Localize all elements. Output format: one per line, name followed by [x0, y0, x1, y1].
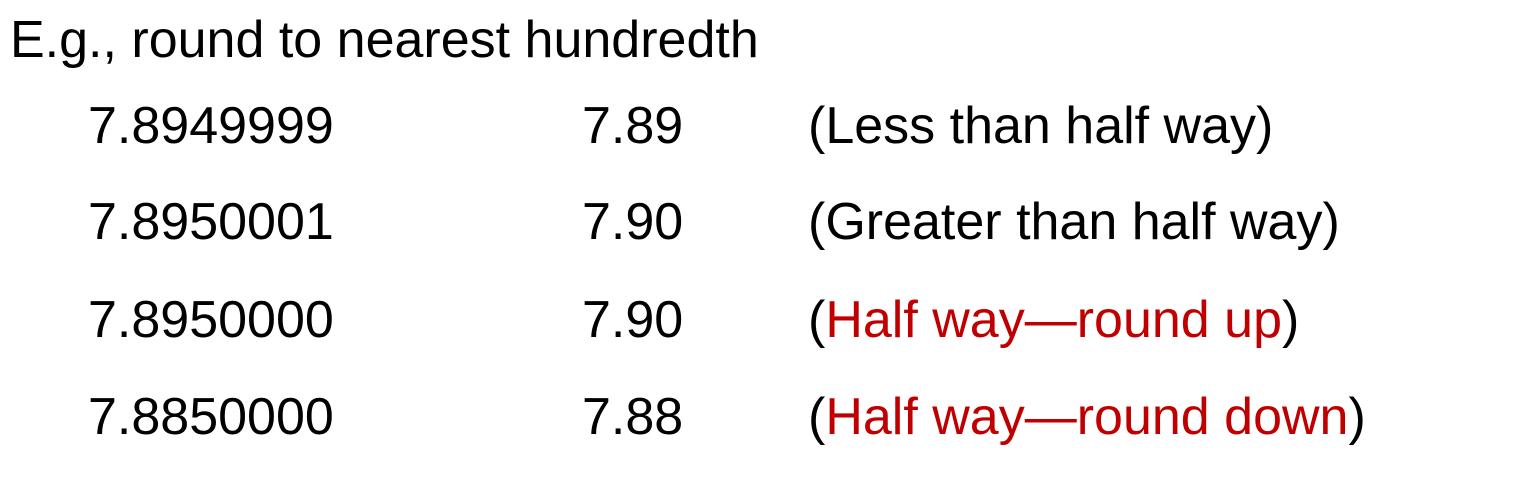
- note-text: Less than half way: [825, 97, 1257, 155]
- original-value: 7.8850000: [88, 388, 334, 446]
- note-text-highlighted: Half way—round up: [825, 291, 1283, 349]
- explanation-note: (Half way—round down): [808, 385, 1366, 449]
- close-paren: ): [1348, 388, 1366, 446]
- open-paren: (: [808, 193, 826, 251]
- close-paren: ): [1322, 193, 1340, 251]
- rounded-value: 7.89: [582, 97, 684, 155]
- original-value: 7.8950001: [88, 193, 334, 251]
- open-paren: (: [808, 97, 826, 155]
- open-paren: (: [808, 388, 826, 446]
- explanation-note: (Half way—round up): [808, 288, 1299, 352]
- original-value: 7.8949999: [88, 97, 334, 155]
- close-paren: ): [1256, 97, 1274, 155]
- example-heading: E.g., round to nearest hundredth: [10, 11, 759, 69]
- rounded-value: 7.88: [582, 388, 684, 446]
- close-paren: ): [1282, 291, 1300, 349]
- explanation-note: (Greater than half way): [808, 190, 1340, 254]
- explanation-note: (Less than half way): [808, 94, 1273, 158]
- original-value: 7.8950000: [88, 291, 334, 349]
- note-text-highlighted: Half way—round down: [825, 388, 1349, 446]
- note-text: Greater than half way: [825, 193, 1323, 251]
- rounded-value: 7.90: [582, 193, 684, 251]
- rounded-value: 7.90: [582, 291, 684, 349]
- open-paren: (: [808, 291, 826, 349]
